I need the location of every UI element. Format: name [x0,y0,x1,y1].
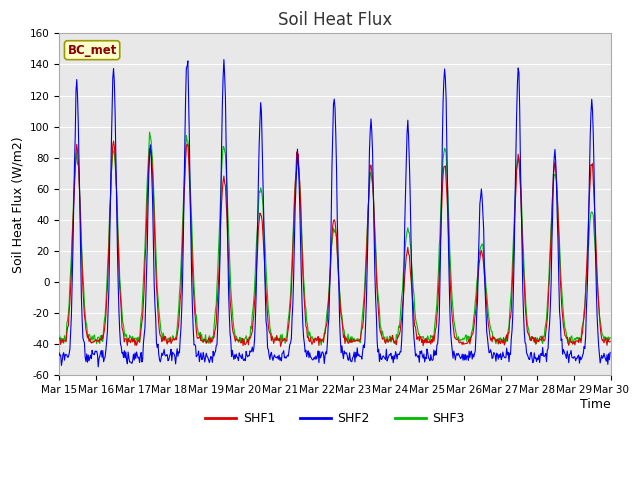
SHF3 [179,222,186,228]
SHF1 [55,335,63,341]
X-axis label: Time: Time [580,397,611,410]
SHF2 [179,279,186,285]
SHF1 [419,343,427,348]
SHF3 [403,229,411,235]
SHF2 [55,350,63,356]
SHF2 [419,355,427,361]
Line: SHF1: SHF1 [59,141,610,347]
SHF3 [208,336,216,341]
SHF1 [276,344,284,349]
SHF3 [419,334,427,339]
SHF2 [220,57,228,62]
SHF1 [606,338,614,344]
Title: Soil Heat Flux: Soil Heat Flux [278,11,392,29]
SHF1 [179,241,186,247]
SHF3 [317,342,325,348]
Line: SHF3: SHF3 [59,132,610,345]
SHF3 [65,300,73,306]
SHF1 [123,337,131,343]
Y-axis label: Soil Heat Flux (W/m2): Soil Heat Flux (W/m2) [11,136,24,273]
SHF3 [606,335,614,341]
SHF2 [208,355,216,360]
SHF2 [403,130,411,136]
Text: BC_met: BC_met [67,44,116,57]
SHF2 [123,357,131,363]
SHF2 [94,364,102,370]
SHF3 [55,339,63,345]
SHF3 [122,331,130,337]
SHF1 [208,339,216,345]
Legend: SHF1, SHF2, SHF3: SHF1, SHF2, SHF3 [200,407,470,430]
SHF3 [146,129,154,135]
SHF1 [403,250,411,255]
SHF2 [65,351,73,357]
SHF1 [65,310,73,315]
Line: SHF2: SHF2 [59,60,610,367]
SHF2 [606,349,614,355]
SHF1 [109,138,117,144]
